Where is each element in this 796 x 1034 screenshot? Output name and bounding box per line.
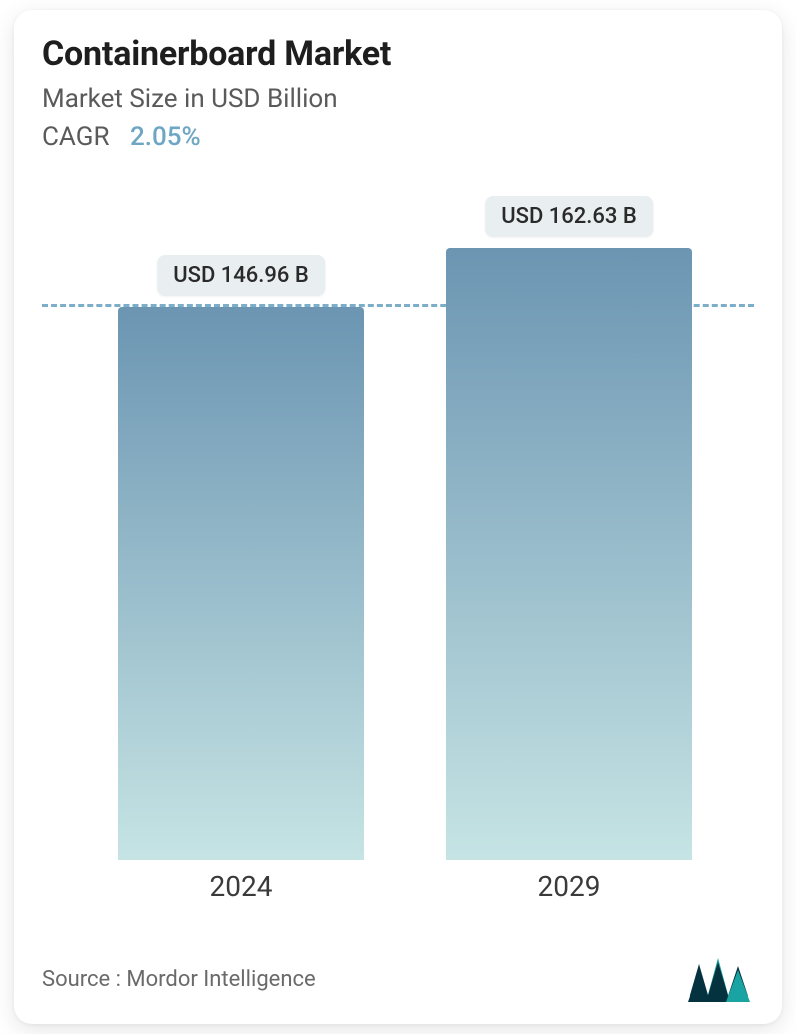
brand-logo-icon xyxy=(688,956,754,1002)
cagr-row: CAGR 2.05% xyxy=(42,122,754,152)
cagr-label: CAGR xyxy=(42,122,109,152)
x-axis-labels: 2024 2029 xyxy=(42,860,754,920)
footer: Source : Mordor Intelligence xyxy=(42,956,754,1002)
bar-2024: USD 146.96 B xyxy=(118,307,364,860)
x-label-2029: 2029 xyxy=(446,870,692,903)
chart-title: Containerboard Market xyxy=(42,34,754,74)
source-text: Source : Mordor Intelligence xyxy=(42,967,316,992)
chart-card: Containerboard Market Market Size in USD… xyxy=(14,10,782,1024)
x-label-2024: 2024 xyxy=(118,870,364,903)
bar-2029: USD 162.63 B xyxy=(446,248,692,860)
chart-area: USD 146.96 B USD 162.63 B 2024 2029 xyxy=(42,220,754,920)
bar-2029-value-pill: USD 162.63 B xyxy=(485,196,653,237)
cagr-value: 2.05% xyxy=(130,122,201,152)
bar-2024-value-pill: USD 146.96 B xyxy=(157,255,325,296)
bars-wrap: USD 146.96 B USD 162.63 B xyxy=(42,220,754,860)
chart-subtitle: Market Size in USD Billion xyxy=(42,84,754,114)
